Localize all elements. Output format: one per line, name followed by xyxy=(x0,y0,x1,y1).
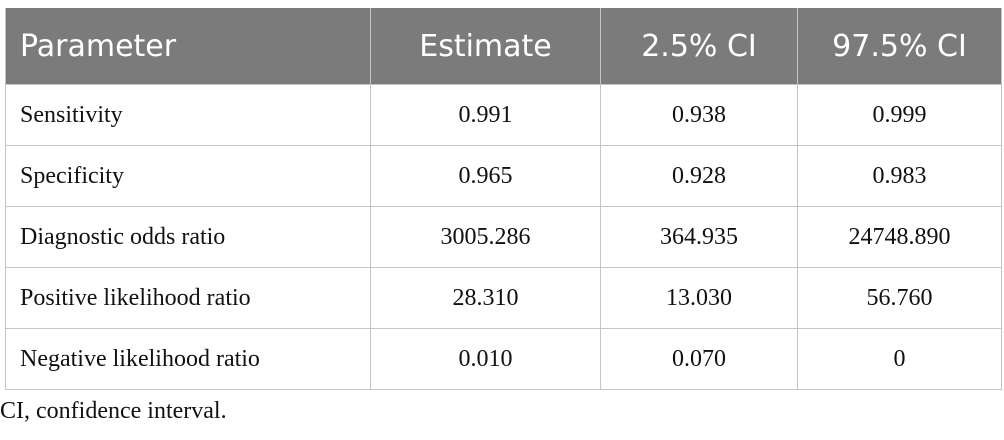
cell-ci-lower: 364.935 xyxy=(600,206,798,268)
header-parameter: Parameter xyxy=(5,8,371,85)
cell-parameter: Sensitivity xyxy=(5,84,371,146)
header-row: Parameter Estimate 2.5% CI 97.5% CI xyxy=(5,8,1002,85)
table-body: Sensitivity 0.991 0.938 0.999 Specificit… xyxy=(5,84,1002,390)
header-ci-lower: 2.5% CI xyxy=(600,8,798,85)
cell-ci-upper: 24748.890 xyxy=(797,206,1002,268)
cell-ci-upper: 0.983 xyxy=(797,145,1002,207)
table-row: Diagnostic odds ratio 3005.286 364.935 2… xyxy=(5,206,1002,268)
cell-estimate: 0.991 xyxy=(370,84,601,146)
table-row: Negative likelihood ratio 0.010 0.070 0 xyxy=(5,328,1002,390)
cell-estimate: 28.310 xyxy=(370,267,601,329)
cell-ci-lower: 0.928 xyxy=(600,145,798,207)
cell-parameter: Diagnostic odds ratio xyxy=(5,206,371,268)
table-header: Parameter Estimate 2.5% CI 97.5% CI xyxy=(5,8,1002,85)
cell-ci-upper: 0.999 xyxy=(797,84,1002,146)
cell-estimate: 3005.286 xyxy=(370,206,601,268)
cell-estimate: 0.010 xyxy=(370,328,601,390)
cell-parameter: Negative likelihood ratio xyxy=(5,328,371,390)
table-row: Specificity 0.965 0.928 0.983 xyxy=(5,145,1002,207)
cell-ci-upper: 56.760 xyxy=(797,267,1002,329)
results-table-container: Parameter Estimate 2.5% CI 97.5% CI Sens… xyxy=(5,8,1002,390)
cell-parameter: Specificity xyxy=(5,145,371,207)
cell-ci-lower: 0.938 xyxy=(600,84,798,146)
header-ci-upper: 97.5% CI xyxy=(797,8,1002,85)
results-table: Parameter Estimate 2.5% CI 97.5% CI Sens… xyxy=(5,8,1002,390)
table-footnote: CI, confidence interval. xyxy=(0,398,227,424)
cell-ci-upper: 0 xyxy=(797,328,1002,390)
cell-ci-lower: 13.030 xyxy=(600,267,798,329)
cell-estimate: 0.965 xyxy=(370,145,601,207)
table-row: Positive likelihood ratio 28.310 13.030 … xyxy=(5,267,1002,329)
header-estimate: Estimate xyxy=(370,8,601,85)
table-row: Sensitivity 0.991 0.938 0.999 xyxy=(5,84,1002,146)
cell-parameter: Positive likelihood ratio xyxy=(5,267,371,329)
cell-ci-lower: 0.070 xyxy=(600,328,798,390)
